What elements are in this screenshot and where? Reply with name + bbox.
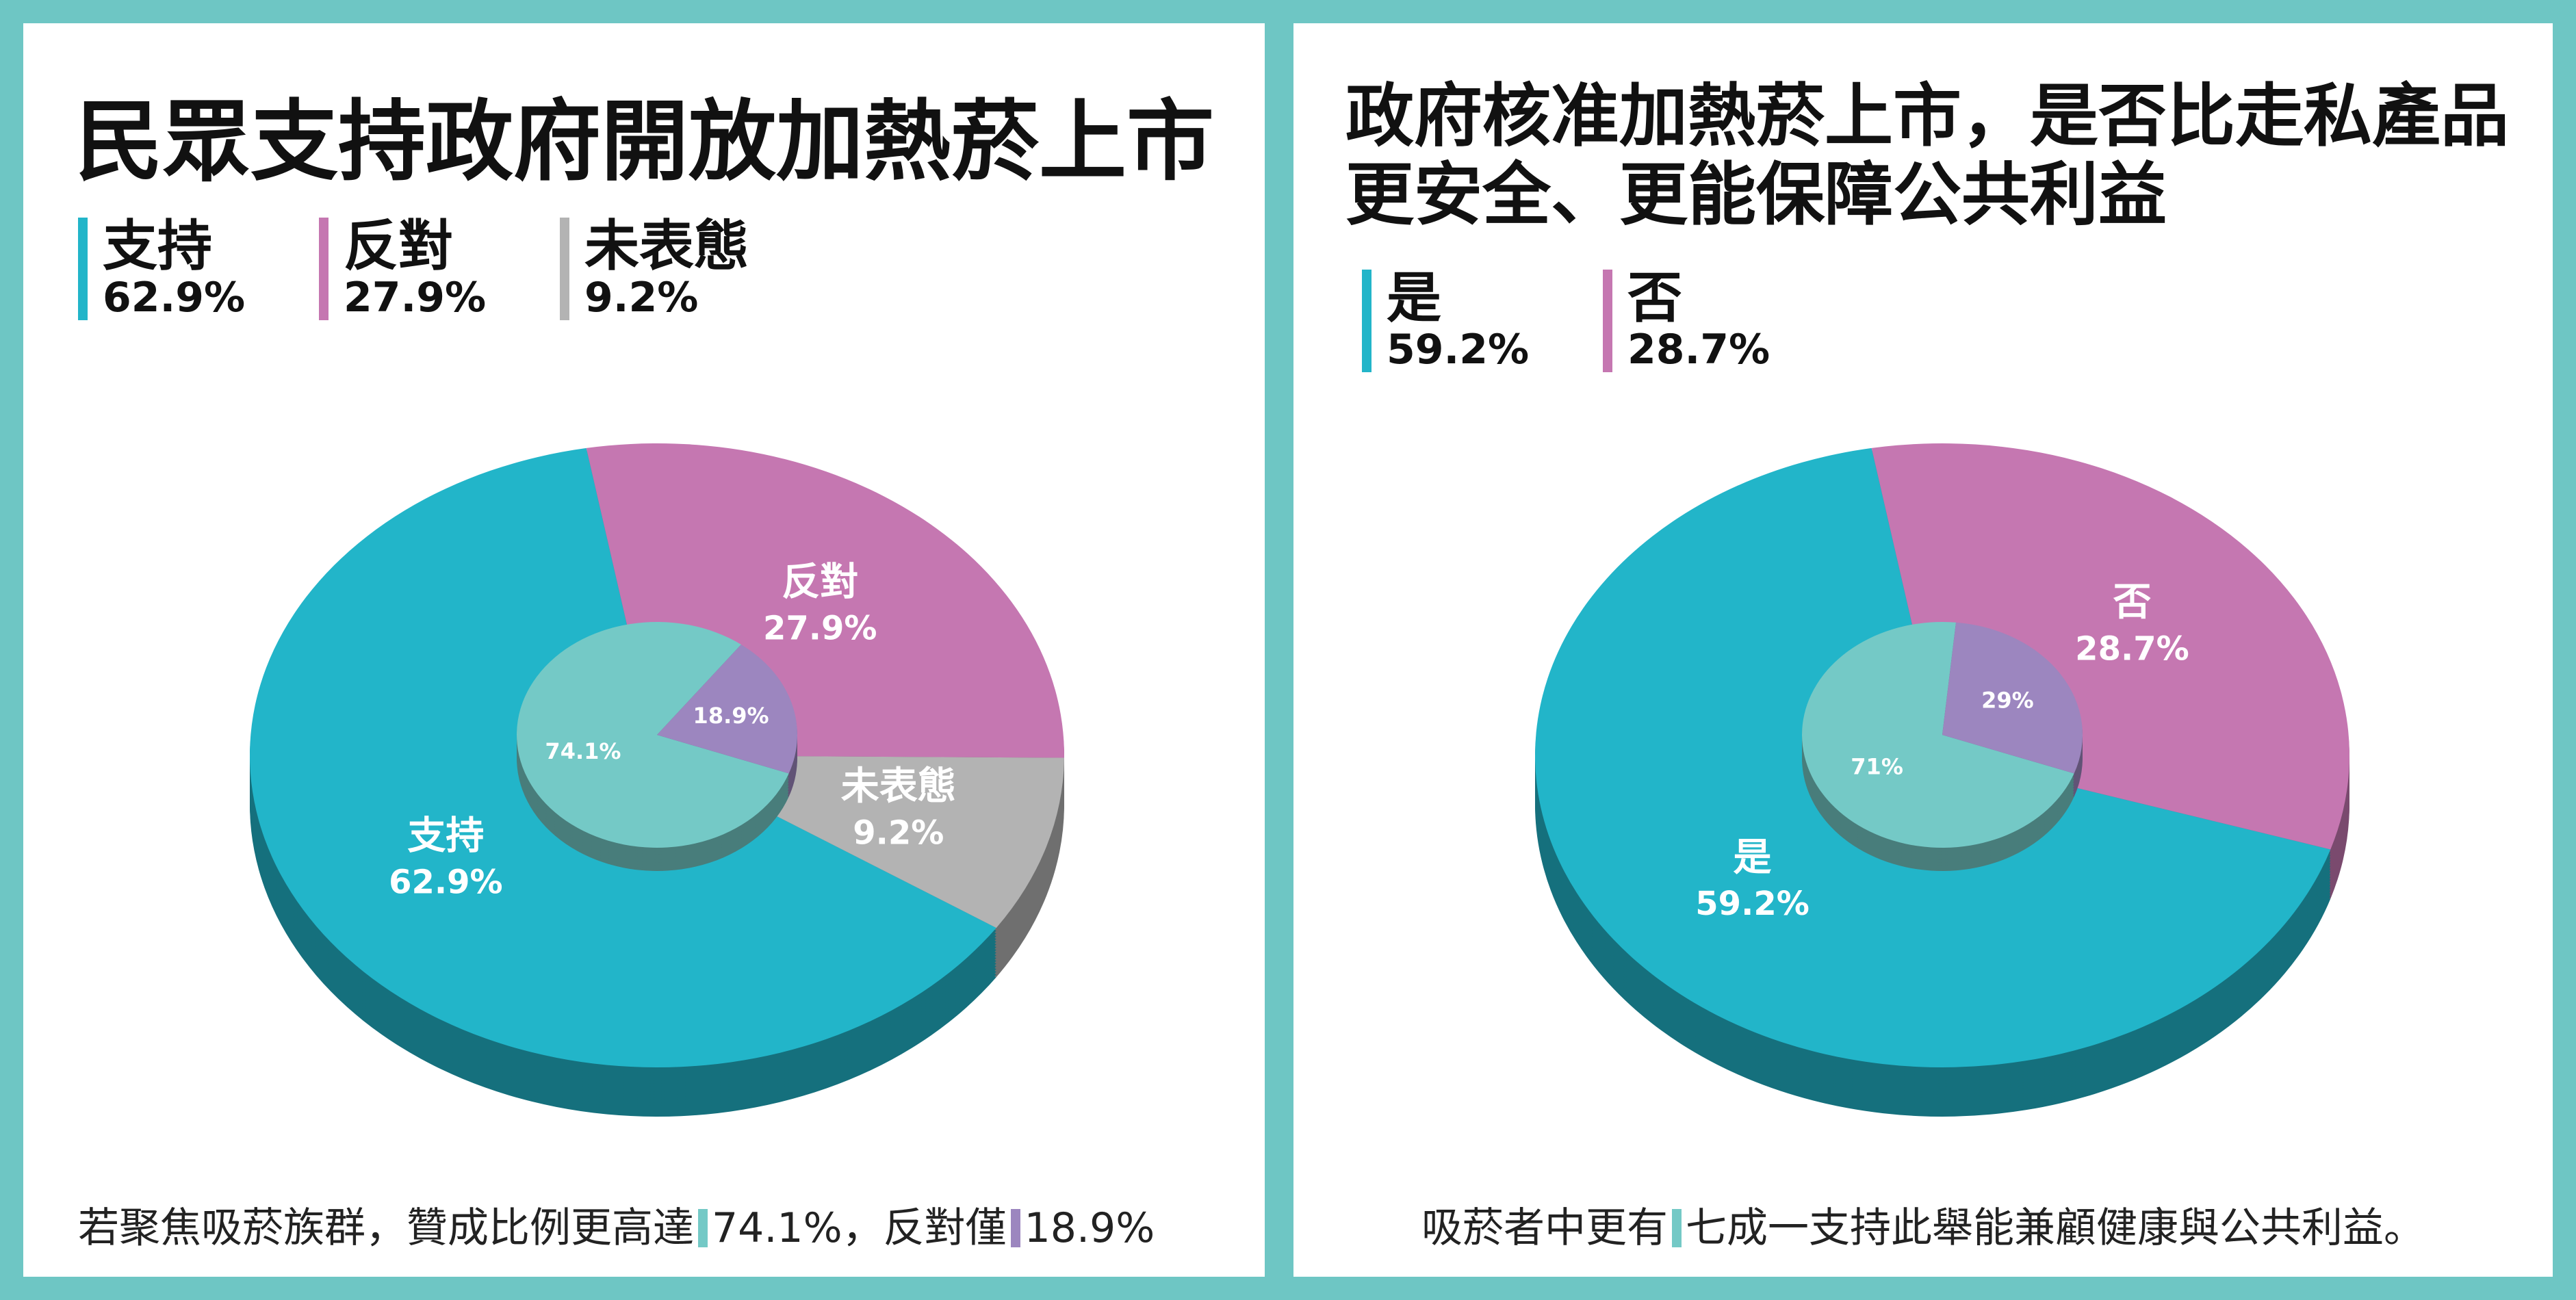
legend-label: 否: [1627, 266, 1682, 330]
footnote: 吸菸者中更有 七成一支持此舉能兼顧健康與公共利益。: [1293, 1195, 2553, 1254]
slice-value: 74.1%: [545, 738, 621, 764]
footnote-text: 吸菸者中更有: [1421, 1204, 1668, 1252]
slice-label: 是: [1734, 835, 1772, 880]
slice: [657, 644, 797, 774]
chart-title: 政府核准加熱菸上市，是否比走私產品 更安全、更能保障公共利益: [1345, 76, 2509, 235]
legend-value: 59.2%: [1387, 326, 1530, 374]
slice-value: 18.9%: [693, 703, 769, 729]
slice-label: 否: [2113, 580, 2151, 625]
slice-value: 62.9%: [389, 863, 503, 901]
legend-item: 支持 62.9%: [78, 218, 319, 320]
slice: [1802, 622, 2074, 848]
slice: [517, 622, 789, 848]
footnote-text: 18.9%: [1024, 1204, 1155, 1252]
pie-chart: 是 59.2% 否 28.7% 71% 29%: [1535, 443, 2349, 1117]
pie-chart: 支持 62.9% 反對 27.9% 未表態 9.2% 74.1% 18.9%: [249, 443, 1064, 1117]
footnote-text: 若聚焦吸菸族群，贊成比例更高達: [78, 1204, 694, 1252]
footnote: 若聚焦吸菸族群，贊成比例更高達 74.1%，反對僅 18.9%: [78, 1195, 1155, 1254]
legend-value: 62.9%: [103, 274, 246, 322]
slice-value: 27.9%: [763, 610, 877, 648]
panel: 是 59.2% 否 28.7% 71% 29% 政府核准加熱菸上市，是否比走私產品 更安全…: [1293, 23, 2553, 1277]
legend-item: 未表態 9.2%: [560, 218, 801, 320]
slice-value: 29%: [1981, 688, 2034, 714]
chart-title: 民眾支持政府開放加熱菸上市: [75, 91, 1215, 193]
footnote-text: 74.1%: [712, 1204, 842, 1252]
legend-label: 支持: [103, 214, 212, 278]
legend-value: 28.7%: [1627, 326, 1770, 374]
slice: [1942, 622, 2083, 774]
panel: 支持 62.9% 反對 27.9% 未表態 9.2% 74.1% 18.9% 民眾支持政府開放…: [23, 23, 1265, 1277]
slice-value: 9.2%: [853, 814, 944, 852]
footnote-marker: [1010, 1209, 1020, 1247]
slice-label: 反對: [782, 560, 858, 605]
slice-label: 支持: [407, 814, 484, 858]
legend-item: 否 28.7%: [1603, 270, 1844, 372]
slice-label: 未表態: [841, 764, 956, 809]
legend-label: 反對: [344, 214, 453, 278]
legend-value: 9.2%: [584, 274, 699, 322]
slice-value: 59.2%: [1695, 885, 1809, 923]
legend-value: 27.9%: [344, 274, 487, 322]
slice-value: 28.7%: [2075, 629, 2189, 668]
footnote-text: ，反對僅: [842, 1204, 1007, 1252]
slice-value: 71%: [1851, 753, 1903, 779]
legend-item: 反對 27.9%: [319, 218, 560, 320]
legend-item: 是 59.2%: [1362, 270, 1603, 372]
footnote-text: 七成一支持此舉能兼顧健康與公共利益。: [1686, 1204, 2425, 1252]
legend: 支持 62.9% 反對 27.9% 未表態 9.2%: [78, 218, 801, 320]
legend-label: 是: [1387, 266, 1441, 330]
legend-label: 未表態: [584, 214, 749, 278]
footnote-marker: [1672, 1209, 1682, 1247]
footnote-marker: [698, 1209, 708, 1247]
legend: 是 59.2% 否 28.7%: [1362, 270, 1844, 372]
